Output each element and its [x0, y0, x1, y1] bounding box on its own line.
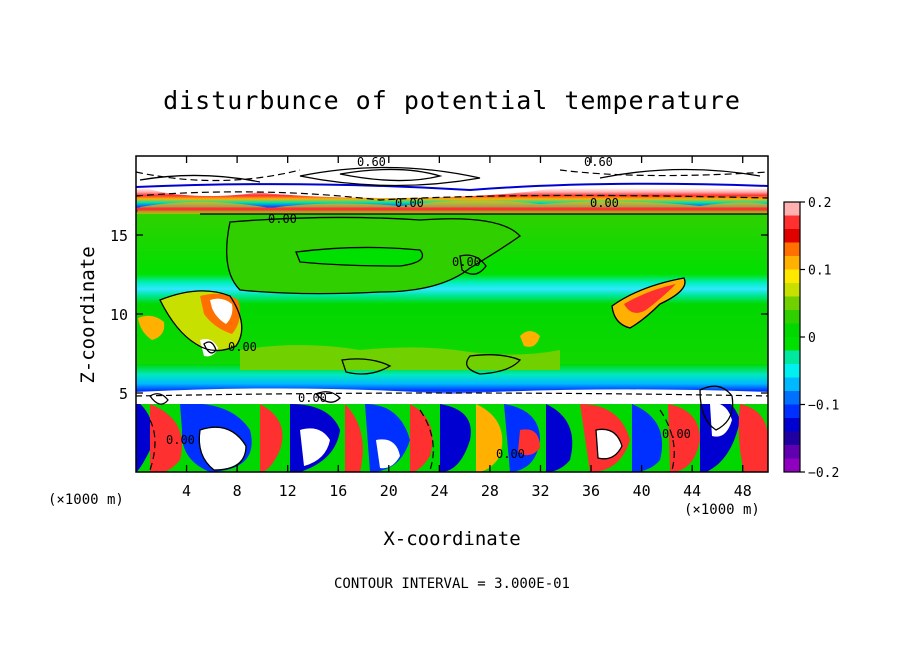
colorbar-swatch — [784, 229, 800, 243]
x-axis-label: X-coordinate — [383, 528, 521, 550]
contour-labels: 0.60 0.60 0.00 0.00 0.00 0.00 0.00 0.00 0.00 0.00… — [166, 155, 691, 461]
y-axis-ticks: 5 10 15 — [110, 227, 768, 403]
colorbar-tick-label: −0.2 — [808, 466, 839, 481]
colorbar-tick-label: −0.1 — [808, 399, 839, 414]
heatmap-field — [136, 156, 768, 472]
colorbar-swatch — [784, 364, 800, 378]
colorbar-swatch — [784, 242, 800, 257]
colorbar-swatch — [784, 269, 800, 284]
x-unit-left: (×1000 m) — [48, 492, 124, 508]
contour-label: 0.00 — [452, 255, 481, 269]
contour-interval-footer: CONTOUR INTERVAL = 3.000E-01 — [333, 576, 570, 592]
x-tick-label: 16 — [329, 482, 347, 500]
x-tick-label: 20 — [380, 482, 398, 500]
colorbar-swatch — [784, 337, 800, 351]
contour-label: 0.00 — [395, 196, 424, 210]
x-tick-label: 40 — [633, 482, 651, 500]
contour-label: 0.00 — [590, 196, 619, 210]
x-tick-label: 8 — [233, 482, 242, 500]
x-tick-label: 4 — [182, 482, 191, 500]
contour-label: 0.60 — [357, 155, 386, 169]
contour-label: 0.00 — [228, 340, 257, 354]
y-tick-label: 5 — [119, 385, 128, 403]
colorbar-swatch — [784, 202, 800, 216]
contour-label: 0.60 — [584, 155, 613, 169]
x-tick-label: 12 — [279, 482, 297, 500]
colorbar-swatch — [784, 404, 800, 419]
colorbar-swatch — [784, 458, 800, 473]
contour-label: 0.00 — [166, 433, 195, 447]
x-unit-right: (×1000 m) — [684, 502, 760, 518]
colorbar-swatch — [784, 310, 800, 324]
colorbar-swatch — [784, 323, 800, 338]
y-tick-label: 15 — [110, 227, 128, 245]
colorbar-swatch — [784, 418, 800, 432]
colorbar-swatch — [784, 296, 800, 311]
colorbar: 0.2 0.1 0 −0.1 −0.2 — [783, 196, 839, 481]
colorbar-tick-label: 0.1 — [808, 264, 831, 279]
colorbar-swatch — [784, 377, 800, 392]
colorbar-tick-label: 0 — [808, 331, 816, 346]
contour-label: 0.00 — [268, 212, 297, 226]
chart-title: disturbunce of potential temperature — [163, 86, 741, 115]
x-axis-ticks: 4 8 12 16 20 24 28 32 36 40 44 48 — [182, 156, 752, 500]
x-tick-label: 24 — [430, 482, 448, 500]
x-tick-label: 28 — [481, 482, 499, 500]
colorbar-tick-label: 0.2 — [808, 196, 831, 211]
x-tick-label: 48 — [734, 482, 752, 500]
x-tick-label: 36 — [582, 482, 600, 500]
y-axis-label: Z-coordinate — [77, 246, 99, 384]
colorbar-swatch — [784, 391, 800, 405]
x-tick-label: 44 — [683, 482, 701, 500]
colorbar-swatch — [784, 256, 800, 270]
contour-label: 0.00 — [662, 427, 691, 441]
contour-label: 0.00 — [298, 391, 327, 405]
x-tick-label: 32 — [531, 482, 549, 500]
y-tick-label: 10 — [110, 306, 128, 324]
colorbar-swatch — [784, 350, 800, 365]
colorbar-swatch — [784, 283, 800, 297]
colorbar-swatch — [784, 431, 800, 446]
colorbar-swatch — [784, 445, 800, 459]
contour-label: 0.00 — [496, 447, 525, 461]
colorbar-swatch — [784, 215, 800, 230]
